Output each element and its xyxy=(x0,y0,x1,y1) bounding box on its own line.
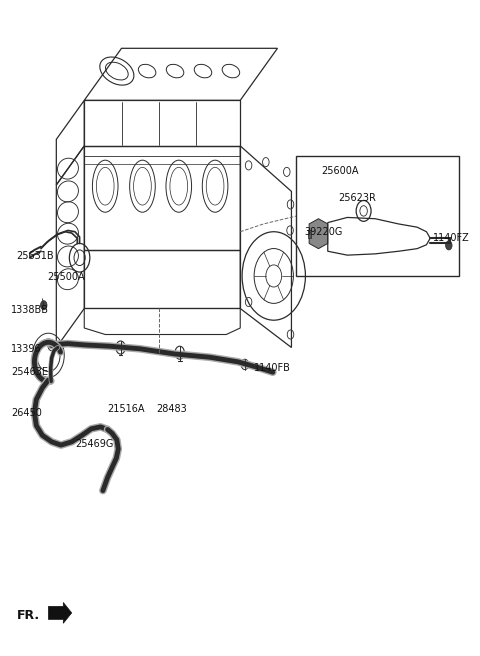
Text: 25600A: 25600A xyxy=(322,165,359,176)
Text: 25463E: 25463E xyxy=(11,367,48,377)
Bar xyxy=(308,230,312,238)
Text: 1338BB: 1338BB xyxy=(11,305,49,315)
Text: 39220G: 39220G xyxy=(304,227,343,237)
Circle shape xyxy=(40,300,47,310)
Text: 25500A: 25500A xyxy=(47,272,84,282)
Text: 25631B: 25631B xyxy=(16,251,53,262)
Polygon shape xyxy=(48,602,72,623)
Text: 26450: 26450 xyxy=(11,407,42,418)
Polygon shape xyxy=(309,218,328,249)
Text: 1140FZ: 1140FZ xyxy=(433,234,470,243)
Text: 13396: 13396 xyxy=(11,344,42,354)
Text: FR.: FR. xyxy=(17,609,40,622)
Circle shape xyxy=(445,241,452,250)
Text: 21516A: 21516A xyxy=(108,404,145,415)
Text: 25623R: 25623R xyxy=(338,193,376,203)
Bar xyxy=(296,155,459,276)
Text: 28483: 28483 xyxy=(156,404,187,415)
Text: 1140FB: 1140FB xyxy=(254,363,291,373)
Text: 25469G: 25469G xyxy=(75,439,113,449)
